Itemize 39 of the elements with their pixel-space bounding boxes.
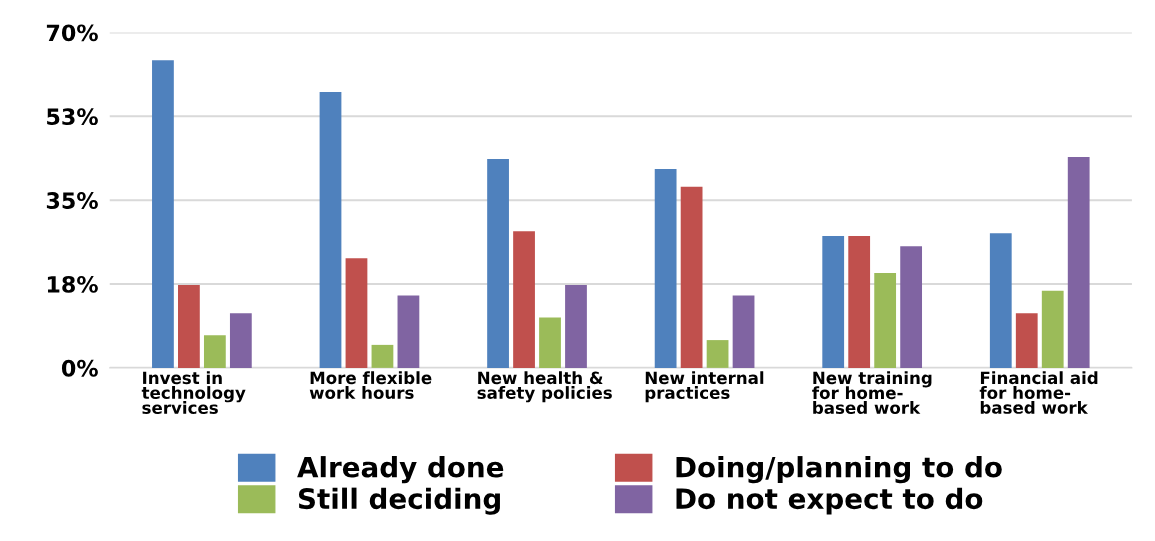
- bar: [1015, 313, 1038, 368]
- bar: [706, 340, 729, 368]
- x-tick-label: New health & safety policies: [477, 371, 612, 403]
- bar: [680, 186, 703, 368]
- y-tick-label: 35%: [46, 192, 98, 209]
- bar: [565, 284, 587, 368]
- y-tick-label: 70%: [46, 24, 98, 42]
- bar: [900, 246, 923, 368]
- x-tick-label: Financial aid for home- based work: [979, 371, 1098, 414]
- bar: [732, 295, 755, 368]
- bar: [1067, 157, 1090, 368]
- x-tick-label: New training for home- based work: [812, 371, 932, 414]
- x-tick-label: New internal practices: [645, 371, 764, 403]
- bar: [345, 258, 368, 368]
- legend-label: Do not expect to do: [676, 487, 983, 515]
- y-tick-label: 53%: [47, 108, 98, 126]
- bar: [487, 158, 509, 368]
- legend-label: Already done: [297, 456, 504, 484]
- bar: [178, 284, 200, 368]
- bar: [371, 344, 394, 368]
- bar: [319, 91, 342, 368]
- bar: [539, 317, 561, 368]
- y-tick-label: 0%: [61, 359, 98, 377]
- bar: [848, 236, 871, 368]
- bar: [654, 169, 677, 368]
- bar: [513, 231, 535, 368]
- legend-label: Still deciding: [298, 487, 500, 515]
- bar: [203, 335, 226, 368]
- y-tick-label: 18%: [47, 275, 98, 293]
- bar: [989, 233, 1012, 368]
- bar: [874, 273, 897, 368]
- legend-label: Doing/planning to do: [676, 456, 1002, 484]
- x-tick-label: More flexible work hours: [309, 371, 432, 399]
- bar: [229, 313, 252, 368]
- bar: [822, 236, 845, 368]
- bar: [397, 295, 420, 368]
- bar: [1041, 290, 1064, 368]
- bar: [152, 60, 174, 368]
- x-tick-label: Invest in technology services: [141, 371, 246, 414]
